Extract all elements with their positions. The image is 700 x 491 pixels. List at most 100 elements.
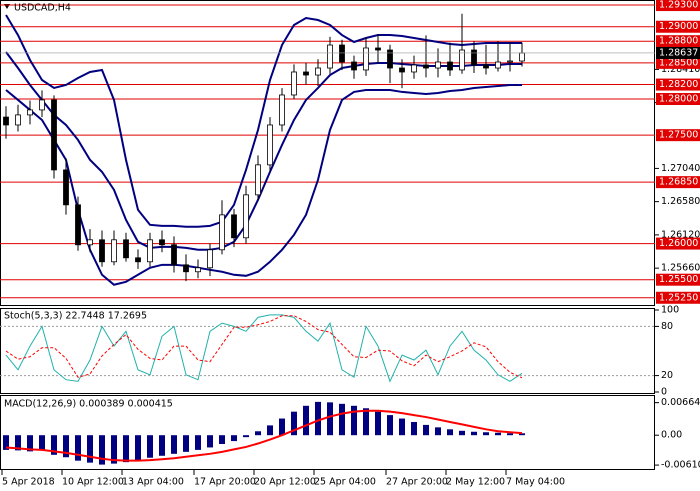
- candle-body: [291, 71, 297, 96]
- level-label: 1.28200: [659, 79, 698, 90]
- y-tick-label: 0.00: [661, 430, 682, 441]
- y-tick-label: 20: [661, 370, 673, 381]
- x-tick-label: 5 Apr 2018: [2, 477, 55, 488]
- candle-body: [123, 239, 129, 259]
- stoch-line: [5, 315, 523, 379]
- candle-body: [219, 214, 225, 251]
- macd-bar: [147, 435, 153, 458]
- macd-bar: [51, 435, 57, 455]
- candle-body: [207, 249, 213, 269]
- candle-body: [435, 61, 441, 69]
- candle-body: [471, 49, 477, 66]
- panel-title: MACD(12,26,9) 0.000389 0.000415: [4, 399, 173, 410]
- macd-bar: [507, 433, 513, 436]
- candle-body: [63, 169, 69, 206]
- macd-bar: [291, 411, 297, 436]
- level-box: [656, 273, 700, 286]
- candle-body: [159, 239, 165, 246]
- signal-line: [5, 409, 523, 462]
- macd-bar: [519, 433, 525, 436]
- level-label: 1.25250: [659, 292, 698, 303]
- candle-body: [255, 164, 261, 196]
- stoch-line: [5, 314, 523, 383]
- level-box: [656, 20, 700, 33]
- x-tick-label: 20 Apr 12:00: [254, 477, 316, 488]
- level-box: [656, 93, 700, 106]
- level-label: 1.26000: [659, 238, 698, 249]
- macd-bar: [495, 432, 501, 436]
- macd-bar: [243, 435, 249, 438]
- candle-body: [51, 99, 57, 171]
- level-label: 1.28500: [659, 57, 698, 68]
- macd-bar: [183, 435, 189, 452]
- candle-body: [363, 47, 369, 71]
- macd-bar: [483, 432, 489, 436]
- macd-bar: [75, 435, 81, 461]
- candle-body: [15, 114, 21, 126]
- candle-body: [507, 60, 513, 63]
- macd-bar: [279, 418, 285, 436]
- macd-bar: [447, 429, 453, 436]
- candle-body: [3, 116, 9, 126]
- candle-body: [303, 71, 309, 76]
- candle-body: [399, 67, 405, 73]
- level-label: 1.29300: [659, 0, 698, 11]
- macd-bar: [15, 435, 21, 451]
- candle-body: [171, 244, 177, 266]
- candle-body: [87, 239, 93, 246]
- candle-body: [279, 94, 285, 126]
- macd-bar: [3, 435, 9, 450]
- candle-body: [243, 194, 249, 239]
- candle-body: [339, 44, 345, 63]
- candle-body: [99, 239, 105, 263]
- candle-body: [183, 264, 189, 273]
- macd-bar: [171, 435, 177, 454]
- macd-bar: [315, 401, 321, 436]
- bollinger-middle: [5, 51, 522, 251]
- macd-bar: [387, 415, 393, 436]
- level-label: 1.25500: [659, 274, 698, 285]
- macd-bar: [375, 411, 381, 436]
- candle-body: [423, 64, 429, 69]
- macd-bar: [99, 435, 105, 465]
- last-price-box: [656, 46, 700, 59]
- y-tick-label: 0.006644: [661, 397, 700, 408]
- candle-body: [459, 49, 465, 71]
- macd-bar: [327, 402, 333, 436]
- y-tick-label: 1.26580: [661, 196, 700, 207]
- candle-body: [411, 64, 417, 73]
- panel-title: Stoch(5,3,3) 22.7448 17.2695: [4, 311, 147, 322]
- y-tick-label: 1.28410: [661, 64, 700, 75]
- level-label: 1.28800: [659, 36, 698, 47]
- x-tick-label: 10 Apr 12:00: [62, 477, 124, 488]
- candle-body: [447, 61, 453, 71]
- macd-bar: [255, 431, 261, 436]
- macd-bar: [63, 435, 69, 458]
- macd-bar: [471, 431, 477, 436]
- macd-bar: [411, 421, 417, 436]
- level-label: 1.28000: [659, 94, 698, 105]
- level-box: [656, 129, 700, 142]
- candle-body: [231, 214, 237, 239]
- candle-body: [351, 61, 357, 71]
- price-panel: [0, 0, 655, 306]
- candle-body: [195, 267, 201, 273]
- macd-bar: [459, 430, 465, 436]
- candle-body: [135, 257, 141, 263]
- macd-bar: [195, 435, 201, 450]
- macd-bar: [87, 435, 93, 463]
- level-box: [656, 237, 700, 250]
- candle-body: [327, 44, 333, 69]
- x-tick-label: 7 May 04:00: [506, 477, 565, 488]
- y-tick-label: 1.25660: [661, 263, 700, 274]
- y-tick-label: 80: [661, 321, 673, 332]
- y-tick-label: 100: [661, 305, 679, 316]
- candle-body: [111, 239, 117, 263]
- macd-bar: [207, 435, 213, 448]
- macd-panel: [0, 395, 655, 470]
- macd-bar: [423, 424, 429, 436]
- panel-title: USDCAD,H4: [14, 3, 71, 14]
- macd-bar: [363, 408, 369, 436]
- macd-bar: [435, 427, 441, 436]
- macd-bar: [27, 435, 33, 452]
